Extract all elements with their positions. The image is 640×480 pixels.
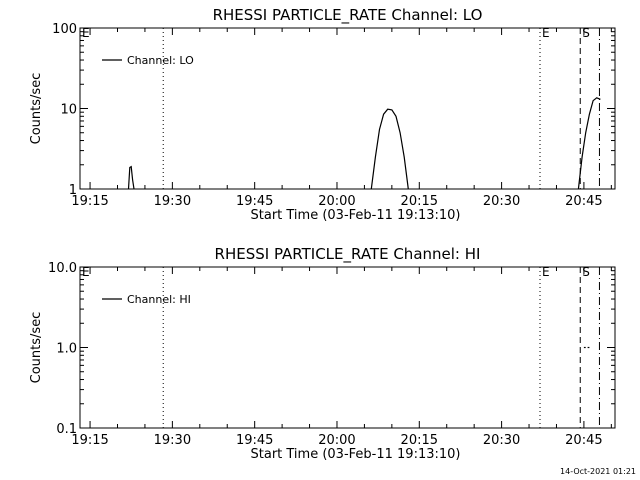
chart-title: RHESSI PARTICLE_RATE Channel: HI — [215, 245, 481, 264]
x-tick-label: 19:45 — [236, 433, 273, 448]
x-tick-label: 20:00 — [318, 433, 355, 448]
x-tick-label: 20:00 — [318, 194, 355, 209]
series-line — [577, 97, 601, 190]
x-tick-label: 19:45 — [236, 194, 273, 209]
series-line — [370, 108, 409, 190]
x-tick-label: 19:30 — [154, 194, 191, 209]
x-tick-label: 20:30 — [483, 194, 520, 209]
y-tick-label: 0.1 — [56, 422, 77, 437]
panel-lo: RHESSI PARTICLE_RATE Channel: LO 19:15 19:… — [29, 6, 616, 223]
timestamp: 14-Oct-2021 01:21 — [560, 467, 636, 476]
marker-label: E — [82, 265, 90, 279]
y-tick-label: 10.0 — [48, 261, 77, 276]
x-tick-label: 19:30 — [154, 433, 191, 448]
x-tick-label: 20:30 — [483, 433, 520, 448]
legend-label: Channel: LO — [127, 54, 194, 67]
series-line — [127, 165, 135, 190]
y-tick-label: 1.0 — [56, 342, 77, 357]
x-tick-label: 20:15 — [401, 433, 438, 448]
legend-label: Channel: HI — [127, 293, 191, 306]
y-tick-label: 100 — [52, 22, 77, 37]
chart-title: RHESSI PARTICLE_RATE Channel: LO — [213, 6, 483, 25]
y-tick-label: 1 — [69, 183, 77, 198]
y-axis-label: Counts/sec — [29, 73, 44, 145]
marker-label: S — [582, 26, 590, 40]
marker-label: E — [542, 26, 550, 40]
marker-label: S — [582, 265, 590, 279]
x-tick-label: 20:15 — [401, 194, 438, 209]
marker-label: E — [82, 26, 90, 40]
x-tick-label: 19:15 — [71, 433, 108, 448]
y-tick-label: 10 — [60, 103, 77, 118]
panel-hi: RHESSI PARTICLE_RATE Channel: HI 19:15 19:… — [29, 245, 616, 462]
marker-label: E — [542, 265, 550, 279]
y-axis-label: Counts/sec — [29, 312, 44, 384]
x-axis-label: Start Time (03-Feb-11 19:13:10) — [251, 208, 461, 223]
x-tick-label: 19:15 — [71, 194, 108, 209]
x-axis-label: Start Time (03-Feb-11 19:13:10) — [251, 447, 461, 462]
x-tick-label: 20:45 — [565, 433, 602, 448]
x-tick-label: 20:45 — [565, 194, 602, 209]
